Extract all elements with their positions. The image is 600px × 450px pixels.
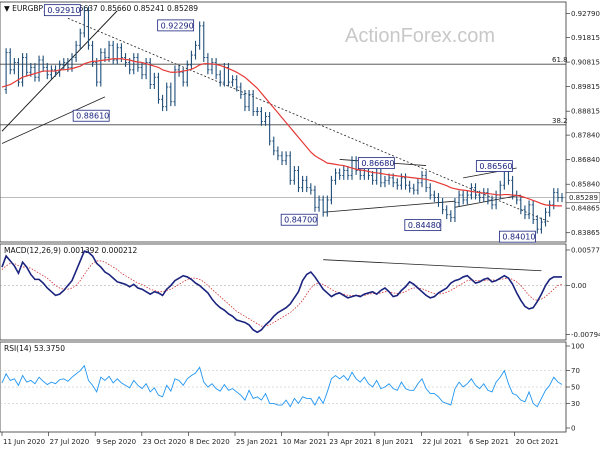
price-y-tick-label: 0.84865 (571, 205, 600, 213)
rsi-y-axis: 100 70 50 30 0 (0, 343, 584, 433)
price-callout: 0.84480 (404, 219, 442, 232)
x-tick-label: 8 Jun 2021 (376, 438, 414, 446)
macd-label: MACD(12,26,9) 0.001392 0.000212 (4, 246, 138, 255)
x-tick-label: 23 Apr 2021 (329, 438, 372, 446)
price-callout: 0.92290 (157, 19, 195, 32)
rsi-y-tick-label: 100 (571, 343, 584, 351)
x-tick-label: 11 Jun 2020 (3, 438, 45, 446)
x-tick-label: 22 Jul 2021 (422, 438, 462, 446)
rsi-y-tick-label: 30 (571, 400, 580, 408)
x-tick-label: 25 Jan 2021 (236, 438, 278, 446)
price-y-tick-label: 0.89815 (571, 83, 600, 91)
price-y-tick-label: 0.92790 (571, 10, 600, 18)
price-callout-text: 0.84700 (284, 216, 317, 225)
price-panel-frame (0, 1, 567, 243)
x-tick-label: 6 Sep 2021 (469, 438, 509, 446)
price-series (1, 6, 564, 234)
price-y-tick-label: 0.83865 (571, 229, 600, 237)
macd-y-tick-label: 0.00 (571, 282, 587, 290)
price-y-tick-label: 0.87840 (571, 132, 600, 140)
price-callout-text: 0.86680 (361, 159, 394, 168)
price-callout-text: 0.84010 (502, 233, 535, 242)
price-y-tick-label: 0.88815 (571, 108, 600, 116)
price-callout-text: 0.92910 (47, 6, 80, 15)
macd-panel: MACD(12,26,9) 0.001392 0.000212 0.005779… (0, 243, 600, 341)
price-series-line-1 (1, 58, 562, 207)
price-callout-text: 0.84480 (408, 221, 441, 230)
trend-line (1, 96, 106, 144)
rsi-panel: RSI(14) 53.3750 100 70 50 30 0 (0, 341, 584, 433)
price-y-tick-label: 0.90815 (571, 59, 600, 67)
macd-series (1, 250, 563, 334)
watermark: ActionForex.com (345, 25, 495, 47)
price-y-axis: 0.92790 0.91815 0.90815 0.89815 0.88815 0.878… (566, 10, 600, 237)
ohlc-header: ▼ EURGBP,Daily 0.85637 0.85660 0.85241 0… (4, 4, 198, 13)
fib-level-label: 61.8 (552, 56, 568, 64)
price-panel: ▼ EURGBP,Daily 0.85637 0.85660 0.85241 0… (0, 1, 600, 243)
price-callout: 0.88610 (72, 109, 110, 122)
x-tick-label: 20 Oct 2021 (516, 438, 559, 446)
rsi-series (1, 364, 563, 408)
price-callout: 0.84700 (280, 213, 318, 226)
price-y-tick-label: 0.85840 (571, 181, 600, 189)
last-price-text: 0.85289 (569, 194, 598, 202)
last-price-marker: 0.85289 (565, 192, 600, 204)
rsi-series-line (1, 364, 563, 408)
price-y-tick-label: 0.86840 (571, 156, 600, 164)
macd-y-tick-label: 0.005779 (571, 246, 600, 254)
macd-series-line-1 (1, 250, 562, 334)
trend-line (67, 17, 550, 223)
x-tick-label: 8 Dec 2020 (189, 438, 229, 446)
rsi-y-tick-label: 0 (571, 425, 575, 433)
x-axis: 11 Jun 2020 27 Jul 2020 9 Sep 2020 23 Oct 2… (1, 432, 559, 446)
price-callout: 0.92910 (43, 4, 81, 17)
price-callout-text: 0.86560 (479, 162, 512, 171)
last-price-tag (565, 192, 600, 204)
price-callout: 0.86680 (357, 157, 395, 170)
fib-level-label: 38.2 (552, 117, 568, 125)
price-callout-text: 0.88610 (76, 112, 109, 121)
price-callout-text: 0.92290 (161, 21, 194, 30)
rsi-y-tick-label: 50 (571, 384, 580, 392)
price-y-tick-label: 0.91815 (571, 34, 600, 42)
x-tick-label: 10 Mar 2021 (283, 438, 327, 446)
macd-y-axis: 0.005779 0.00 -0.007941 (0, 246, 600, 339)
rsi-label: RSI(14) 53.3750 (4, 344, 65, 353)
x-tick-label: 23 Oct 2020 (143, 438, 186, 446)
price-callout: 0.86560 (475, 160, 513, 172)
x-tick-label: 27 Jul 2020 (50, 438, 90, 446)
macd-panel-frame (0, 243, 567, 341)
x-tick-label: 9 Sep 2020 (96, 438, 136, 446)
macd-y-tick-label: -0.007941 (571, 331, 600, 339)
rsi-y-tick-label: 70 (571, 367, 580, 375)
macd-trend-line (323, 259, 542, 272)
price-callouts: 0.92910 0.92290 0.88610 0.84700 0.86680 0.844… (43, 4, 536, 243)
trend-line (323, 200, 455, 213)
price-callout: 0.84010 (499, 230, 536, 243)
